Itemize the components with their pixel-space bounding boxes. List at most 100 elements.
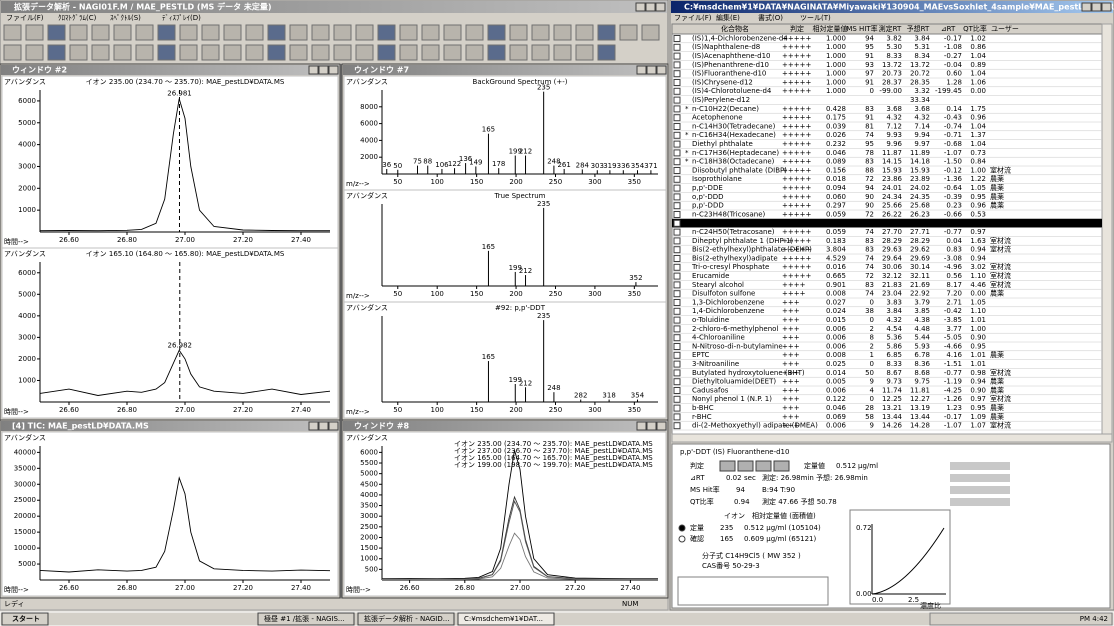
row-checkbox[interactable] [674, 388, 680, 394]
toolbar-button[interactable] [378, 45, 395, 60]
toolbar-button[interactable] [598, 25, 615, 40]
toolbar-button[interactable] [642, 25, 659, 40]
row-checkbox[interactable] [674, 238, 680, 244]
row-checkbox[interactable] [674, 282, 680, 288]
toolbar-button[interactable] [532, 45, 549, 60]
toolbar-button[interactable] [554, 45, 571, 60]
toolbar-button[interactable] [334, 25, 351, 40]
radio-button[interactable] [679, 536, 685, 542]
toolbar-button[interactable] [532, 25, 549, 40]
toolbar-button[interactable] [224, 25, 241, 40]
toolbar-button[interactable] [48, 45, 65, 60]
row-checkbox[interactable] [674, 335, 680, 341]
row-checkbox[interactable] [674, 326, 680, 332]
menu-item[interactable]: ファイル(F) [674, 14, 712, 22]
toolbar-button[interactable] [466, 45, 483, 60]
row-checkbox[interactable] [674, 159, 680, 165]
menu-item[interactable]: ﾃﾞｨｽﾌﾟﾚｲ(D) [162, 14, 201, 22]
toolbar-button[interactable] [136, 45, 153, 60]
menu-item[interactable]: 編集(E) [716, 13, 740, 22]
toolbar-button[interactable] [136, 25, 153, 40]
toolbar-button[interactable] [26, 25, 43, 40]
toolbar-button[interactable] [290, 25, 307, 40]
row-checkbox[interactable] [674, 379, 680, 385]
row-checkbox[interactable] [674, 423, 680, 429]
toolbar-button[interactable] [114, 25, 131, 40]
row-checkbox[interactable] [674, 405, 680, 411]
toolbar-button[interactable] [576, 25, 593, 40]
toolbar-button[interactable] [422, 45, 439, 60]
toolbar-button[interactable] [334, 45, 351, 60]
row-checkbox[interactable] [674, 115, 680, 121]
row-checkbox[interactable] [674, 273, 680, 279]
toolbar-button[interactable] [620, 25, 637, 40]
toolbar-button[interactable] [4, 45, 21, 60]
toolbar-button[interactable] [70, 25, 87, 40]
toolbar-button[interactable] [378, 25, 395, 40]
toolbar-button[interactable] [576, 45, 593, 60]
row-checkbox[interactable] [674, 53, 680, 59]
toolbar-button[interactable] [554, 25, 571, 40]
row-checkbox[interactable] [674, 308, 680, 314]
toolbar-button[interactable] [268, 25, 285, 40]
row-checkbox[interactable] [674, 80, 680, 86]
radio-button[interactable] [679, 525, 685, 531]
toolbar-button[interactable] [488, 25, 505, 40]
toolbar-button[interactable] [180, 45, 197, 60]
row-checkbox[interactable] [674, 88, 680, 94]
toolbar-button[interactable] [444, 45, 461, 60]
toolbar-button[interactable] [26, 45, 43, 60]
row-checkbox[interactable] [674, 212, 680, 218]
row-checkbox[interactable] [674, 168, 680, 174]
row-checkbox[interactable] [674, 141, 680, 147]
toolbar-button[interactable] [510, 45, 527, 60]
toolbar-button[interactable] [312, 25, 329, 40]
row-checkbox[interactable] [674, 300, 680, 306]
menu-item[interactable]: ツール(T) [800, 14, 831, 22]
row-checkbox[interactable] [674, 317, 680, 323]
toolbar-button[interactable] [400, 25, 417, 40]
row-checkbox[interactable] [674, 36, 680, 42]
menu-item[interactable]: ｽﾍﾟｸﾄﾙ(S) [110, 14, 141, 22]
row-checkbox[interactable] [674, 220, 680, 226]
toolbar-button[interactable] [48, 25, 65, 40]
toolbar-button[interactable] [510, 25, 527, 40]
row-checkbox[interactable] [674, 194, 680, 200]
row-checkbox[interactable] [674, 256, 680, 262]
row-checkbox[interactable] [674, 106, 680, 112]
row-checkbox[interactable] [674, 124, 680, 130]
toolbar-button[interactable] [92, 45, 109, 60]
menu-item[interactable]: 書式(O) [758, 13, 783, 22]
toolbar-button[interactable] [158, 45, 175, 60]
toolbar-button[interactable] [70, 45, 87, 60]
toolbar-button[interactable] [422, 25, 439, 40]
toolbar-button[interactable] [114, 45, 131, 60]
row-checkbox[interactable] [674, 44, 680, 50]
row-checkbox[interactable] [674, 352, 680, 358]
toolbar-button[interactable] [92, 25, 109, 40]
toolbar-button[interactable] [202, 45, 219, 60]
toolbar-button[interactable] [158, 25, 175, 40]
toolbar-button[interactable] [290, 45, 307, 60]
row-checkbox[interactable] [674, 229, 680, 235]
row-checkbox[interactable] [674, 185, 680, 191]
toolbar-button[interactable] [224, 45, 241, 60]
row-checkbox[interactable] [674, 414, 680, 420]
row-checkbox[interactable] [674, 264, 680, 270]
toolbar-button[interactable] [598, 45, 615, 60]
row-checkbox[interactable] [674, 370, 680, 376]
toolbar-button[interactable] [4, 25, 21, 40]
toolbar-button[interactable] [268, 45, 285, 60]
toolbar-button[interactable] [246, 25, 263, 40]
row-checkbox[interactable] [674, 132, 680, 138]
row-checkbox[interactable] [674, 344, 680, 350]
row-checkbox[interactable] [674, 71, 680, 77]
row-checkbox[interactable] [674, 97, 680, 103]
toolbar-button[interactable] [312, 45, 329, 60]
toolbar-button[interactable] [444, 25, 461, 40]
toolbar-button[interactable] [246, 45, 263, 60]
toolbar-button[interactable] [202, 25, 219, 40]
row-checkbox[interactable] [674, 150, 680, 156]
toolbar-button[interactable] [356, 45, 373, 60]
toolbar-button[interactable] [356, 25, 373, 40]
